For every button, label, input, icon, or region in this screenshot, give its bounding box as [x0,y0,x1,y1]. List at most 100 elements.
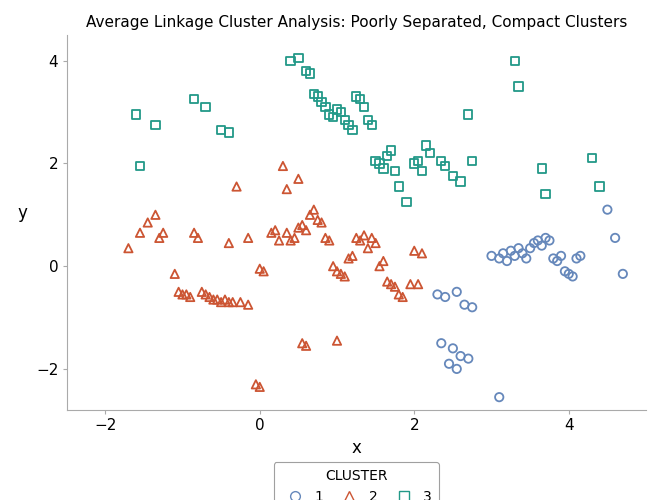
Point [266,229,276,237]
Point [212,296,222,304]
Point [169,270,180,278]
Point [555,252,566,260]
Point [563,270,574,278]
Point [452,288,462,296]
Y-axis label: y: y [17,204,27,222]
Point [301,67,312,75]
Point [135,229,145,237]
Point [494,254,505,262]
Point [208,296,218,304]
Point [467,157,478,165]
Point [135,162,145,170]
Point [278,162,288,170]
Point [340,116,350,124]
Point [378,164,389,172]
Point [188,95,199,103]
Point [200,290,211,298]
Point [227,298,238,306]
Point [463,354,474,362]
Point [374,160,385,168]
Point [336,108,346,116]
Point [386,280,396,288]
Point [235,298,246,306]
Point [304,211,315,219]
Point [324,236,334,244]
Point [390,167,400,175]
Point [401,198,412,206]
Point [494,393,505,401]
Point [328,262,338,270]
Point [420,142,431,150]
Point [301,342,312,350]
Point [398,293,408,301]
Point [456,178,466,186]
Point [308,90,319,98]
Point [378,257,389,265]
Point [332,336,342,344]
Point [552,257,563,265]
Point [366,121,377,129]
Point [177,290,188,298]
Point [123,244,134,252]
Point [486,252,497,260]
Point [440,293,450,301]
Point [405,280,416,288]
Point [513,82,524,90]
Point [270,226,280,234]
Point [282,185,292,193]
Point [536,164,547,172]
Point [282,229,292,237]
Point [394,290,404,298]
Point [316,98,327,106]
Point [304,70,315,78]
Point [293,175,304,183]
Point [436,157,447,165]
Point [343,254,354,262]
Point [509,252,520,260]
Point [274,236,284,244]
Point [533,236,543,244]
Point [188,229,199,237]
Point [173,288,184,296]
Point [332,106,342,114]
Point [285,236,296,244]
Point [444,360,454,368]
Point [409,247,420,255]
Point [231,182,242,190]
Point [301,226,312,234]
Point [254,264,265,272]
Point [224,239,234,247]
Point [544,236,555,244]
X-axis label: x: x [352,439,361,457]
Point [440,162,450,170]
Point [297,221,308,229]
Point [536,242,547,250]
Point [308,206,319,214]
Point [559,268,570,276]
Point [224,298,234,306]
Point [587,154,597,162]
Point [571,254,582,262]
Point [602,206,613,214]
Point [448,344,458,352]
Point [143,218,153,226]
Point [224,128,234,136]
Point [467,304,478,312]
Point [347,126,358,134]
Point [351,92,362,100]
Point [243,234,254,242]
Point [448,172,458,180]
Point [347,252,358,260]
Point [200,103,211,111]
Point [297,339,308,347]
Legend: 1, 2, 3: 1, 2, 3 [274,462,439,500]
Point [336,270,346,278]
Point [340,272,350,280]
Point [370,157,381,165]
Point [250,380,261,388]
Point [505,247,516,255]
Point [413,280,424,288]
Point [513,244,524,252]
Point [359,232,370,239]
Point [417,250,428,258]
